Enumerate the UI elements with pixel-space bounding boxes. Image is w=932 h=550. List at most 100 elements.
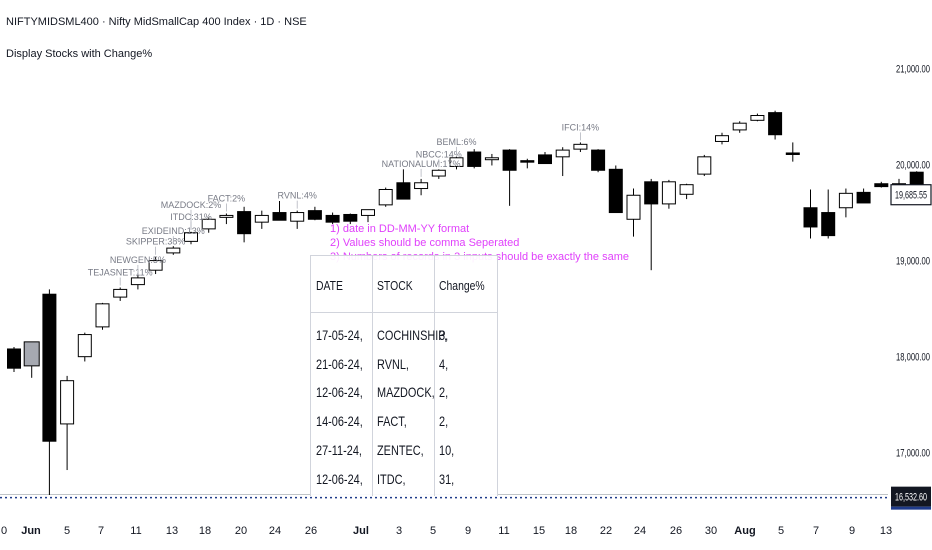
table-header-date: DATE [316, 278, 343, 293]
stock-change-label: BEML:6% [436, 137, 477, 155]
candle [803, 189, 818, 239]
indicator-name[interactable]: Display Stocks with Change% [6, 48, 153, 60]
time-tick-label: 5 [430, 525, 436, 537]
candle [254, 210, 269, 229]
candle [343, 213, 358, 225]
stock-change-label: TEJASNET:11% [88, 267, 153, 286]
candle [484, 153, 499, 166]
candle [414, 178, 429, 196]
svg-text:NATIONALUM:17%: NATIONALUM:17% [382, 159, 461, 169]
selected-candle [23, 341, 40, 367]
candle [626, 188, 641, 237]
column-divider [434, 256, 435, 496]
svg-text:SKIPPER:38%: SKIPPER:38% [126, 237, 186, 247]
table-cell-stock: RVNL, [377, 356, 409, 372]
candle [538, 152, 552, 165]
table-cell-stock: COCHINSHIP, [377, 327, 448, 343]
time-tick-label: 9 [465, 525, 471, 537]
time-tick-label: 7 [813, 525, 819, 537]
candle [856, 188, 871, 204]
stock-change-label: SKIPPER:38% [126, 237, 186, 255]
candle [42, 289, 57, 496]
candle [591, 149, 606, 173]
time-tick-label: 15 [533, 525, 545, 537]
candle [697, 154, 712, 177]
table-header-stock: STOCK [377, 278, 413, 293]
svg-text:MAZDOCK:2%: MAZDOCK:2% [161, 200, 222, 210]
candle [219, 213, 234, 225]
candle [874, 181, 889, 188]
time-tick-label: 24 [634, 525, 646, 537]
time-tick-label: 18 [199, 525, 211, 537]
svg-text:NEWGEN:5%: NEWGEN:5% [110, 255, 166, 265]
stock-change-label: NATIONALUM:17% [382, 159, 461, 177]
candle [785, 142, 800, 162]
time-tick-label: 20 [235, 525, 247, 537]
time-axis[interactable]: 0 Jun 5 7 11 13 18 20 24 26 Jul 3 5 9 11 15 18 22 24 26 30 Au… [1, 525, 892, 537]
candle [272, 201, 287, 221]
candle [644, 178, 659, 271]
table-cell-change: 4, [439, 356, 449, 372]
candle [821, 189, 836, 239]
table-cell-stock: ZENTEC, [377, 442, 424, 458]
candle [307, 206, 322, 221]
candle [184, 231, 198, 245]
time-tick-label: 11 [130, 525, 141, 537]
price-axis[interactable]: 21,000.00 20,000.00 19,000.00 18,000.00 17,0… [890, 63, 932, 510]
time-tick-label: 26 [670, 525, 682, 537]
table-cell-change: 3, [439, 327, 449, 343]
time-tick-label: 13 [880, 525, 892, 537]
table-header-change: Change% [439, 278, 485, 293]
table-cell-date: 17-05-24, [316, 327, 363, 343]
table-cell-date: 21-06-24, [316, 356, 363, 372]
svg-text:19,685.55: 19,685.55 [895, 190, 927, 202]
table-cell-change: 31, [439, 471, 455, 487]
stock-change-label: NEWGEN:5% [110, 255, 166, 273]
chart-title[interactable]: NIFTYMIDSML400 · Nifty MidSmallCap 400 I… [6, 16, 307, 28]
candle [60, 375, 75, 471]
last-price-tag: 19,685.55 [890, 184, 932, 206]
candle [378, 187, 393, 207]
stocks-table: DATE STOCK Change% 17-05-24, COCHINSHIP,… [310, 255, 498, 496]
candle [237, 206, 252, 243]
candle [7, 347, 21, 373]
instruction-line: 1) date in DD-MM-YY format [330, 223, 470, 235]
stock-change-label: EXIDEIND:13% [142, 226, 205, 245]
candle [361, 209, 375, 223]
candle [449, 156, 464, 170]
svg-text:BEML:6%: BEML:6% [436, 137, 476, 147]
time-tick-label: 18 [565, 525, 577, 537]
stock-change-labels: TEJASNET:11% NEWGEN:5% SKIPPER:38%EXIDEIND… [88, 122, 599, 286]
price-tick-label: 18,000.00 [896, 352, 930, 364]
candle [396, 169, 411, 200]
time-tick-label: 0 [1, 525, 7, 537]
table-cell-date: 27-11-24, [316, 442, 362, 458]
candle [113, 287, 128, 301]
time-tick-label: 30 [705, 525, 717, 537]
svg-text:16,532.60: 16,532.60 [895, 492, 927, 504]
svg-text:TEJASNET:11%: TEJASNET:11% [88, 267, 153, 277]
candle [130, 275, 145, 290]
stock-change-label: RVNL:4% [278, 191, 317, 209]
table-cell-change: 2, [439, 384, 449, 400]
time-tick-label: 3 [396, 525, 402, 537]
candle [77, 332, 92, 362]
table-cell-change: 10, [439, 442, 455, 458]
table-cell-stock: MAZDOCK, [377, 384, 435, 400]
stock-change-label: IFCI:14% [562, 122, 599, 141]
price-tick-label: 21,000.00 [896, 63, 930, 75]
candle [573, 142, 588, 153]
time-tick-label: Jul [353, 525, 369, 537]
table-cell-date: 12-06-24, [316, 471, 363, 487]
low-price-tag: 16,532.60 [891, 486, 931, 510]
candle [732, 121, 747, 133]
table-cell-stock: FACT, [377, 413, 407, 429]
candle [467, 149, 482, 169]
time-tick-label: 5 [64, 525, 70, 537]
time-tick-label: 9 [849, 525, 855, 537]
time-tick-label: 13 [166, 525, 178, 537]
candle [502, 149, 517, 206]
candlestick-series [7, 110, 924, 496]
stock-change-label: FACT:2% [208, 194, 245, 212]
